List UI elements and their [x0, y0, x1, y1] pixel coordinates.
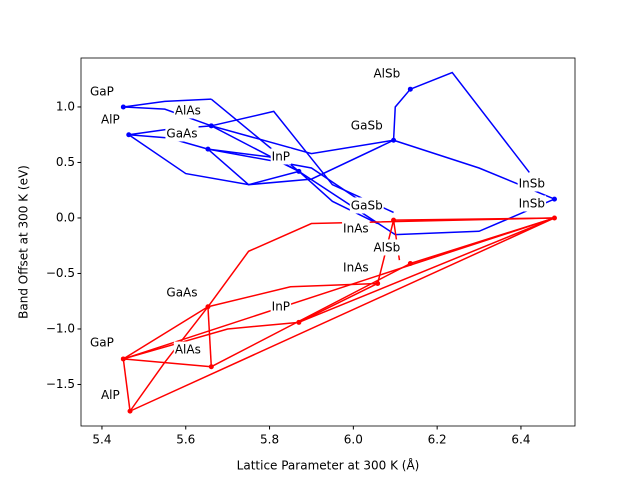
y-axis-label: Band Offset at 300 K (eV)	[17, 165, 31, 319]
line	[207, 306, 213, 367]
line	[129, 306, 209, 412]
annotation: InP	[272, 149, 290, 163]
line	[123, 358, 212, 368]
annotation: GaSb	[351, 198, 383, 212]
annotation: AlP	[101, 112, 120, 126]
point	[296, 168, 302, 174]
annotation-background	[165, 284, 199, 301]
annotation: InSb	[519, 176, 545, 190]
annotation-background	[270, 148, 292, 165]
axes-frame	[80, 57, 576, 427]
annotation: AlAs	[175, 103, 201, 117]
line	[123, 106, 212, 127]
line	[122, 358, 131, 412]
line	[207, 217, 555, 308]
line	[210, 262, 411, 368]
annotation: GaAs	[166, 286, 197, 300]
line	[392, 88, 411, 141]
point	[296, 319, 302, 325]
annotation-background	[165, 125, 199, 142]
line	[410, 217, 555, 265]
line	[123, 98, 212, 108]
line	[122, 306, 209, 360]
annotation-background	[270, 298, 292, 315]
annotation-background	[349, 117, 384, 134]
annotation: InP	[272, 299, 290, 313]
annotation: AlP	[101, 388, 120, 402]
y-tick-label: 0.5	[56, 155, 75, 169]
point	[120, 104, 126, 110]
y-tick-label: −0.5	[46, 266, 75, 280]
point	[208, 123, 214, 129]
annotation: GaP	[90, 84, 114, 98]
point	[551, 215, 557, 221]
annotation: GaP	[90, 335, 114, 349]
annotation: AlAs	[175, 343, 201, 357]
x-tick-label: 5.6	[176, 433, 195, 447]
annotation-background	[372, 239, 402, 256]
line	[129, 217, 555, 412]
annotation: InSb	[519, 196, 545, 210]
point	[375, 280, 381, 286]
x-tick-label: 5.8	[260, 433, 279, 447]
annotation: GaSb	[351, 118, 383, 132]
point	[391, 137, 397, 143]
x-tick-label: 5.4	[92, 433, 111, 447]
annotation: GaAs	[166, 126, 197, 140]
annotation-background	[173, 102, 202, 119]
point	[127, 408, 133, 414]
y-tick-label: −1.0	[46, 321, 75, 335]
line	[298, 170, 555, 236]
point	[407, 260, 413, 266]
annotation-background	[99, 111, 121, 128]
line	[298, 170, 378, 225]
annotation-background	[349, 197, 384, 214]
line	[128, 134, 300, 186]
y-tick-label: −1.5	[46, 377, 75, 391]
annotation-background	[89, 334, 115, 351]
annotation-background	[342, 220, 370, 237]
line	[123, 321, 299, 360]
line	[211, 125, 394, 155]
annotation-background	[173, 341, 202, 358]
annotation: AlSb	[373, 66, 400, 80]
y-tick-label: 1.0	[56, 99, 75, 113]
line	[410, 71, 530, 173]
x-tick-label: 6.0	[344, 433, 363, 447]
point	[120, 356, 126, 362]
annotation: InAs	[343, 260, 369, 274]
line	[207, 139, 394, 186]
line	[393, 217, 555, 221]
line	[123, 217, 555, 360]
x-tick-label: 6.4	[511, 433, 530, 447]
annotation-background	[372, 65, 402, 82]
y-tick-label: 0.0	[56, 210, 75, 224]
annotation: AlSb	[373, 240, 400, 254]
annotation-background	[517, 195, 547, 212]
point	[205, 304, 211, 310]
line	[298, 217, 555, 324]
annotation: InAs	[343, 221, 369, 235]
point	[391, 217, 397, 223]
annotation-background	[517, 175, 547, 192]
annotation-background	[89, 83, 115, 100]
annotation-background	[99, 387, 121, 404]
line	[298, 282, 378, 323]
point	[126, 132, 132, 138]
annotation-background	[342, 259, 370, 276]
point	[407, 86, 413, 92]
point	[551, 196, 557, 202]
point	[208, 364, 214, 370]
point	[205, 146, 211, 152]
x-tick-label: 6.2	[428, 433, 447, 447]
plot-area: GaP AlAs AlP GaAs AlSb GaSb InP InSb InSb GaSb InA…	[89, 65, 557, 414]
x-axis-label: Lattice Parameter at 300 K (Å)	[237, 458, 420, 473]
